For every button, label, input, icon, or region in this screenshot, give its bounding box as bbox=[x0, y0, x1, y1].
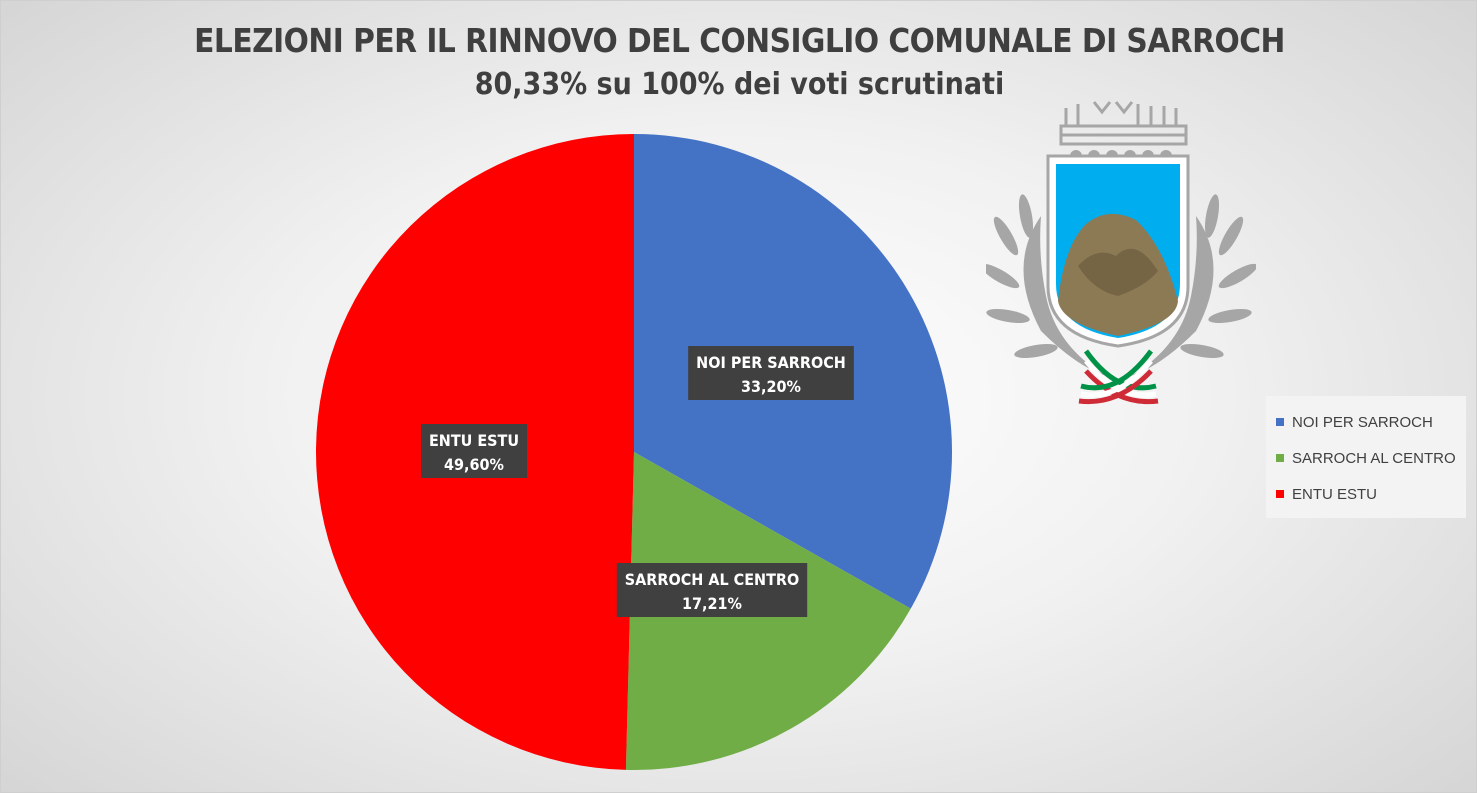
legend-label: ENTU ESTU bbox=[1292, 485, 1378, 503]
legend: NOI PER SARROCH SARROCH AL CENTRO ENTU E… bbox=[1266, 396, 1466, 518]
data-label-name: ENTU ESTU bbox=[429, 431, 519, 450]
legend-swatch bbox=[1276, 418, 1284, 426]
legend-swatch bbox=[1276, 454, 1284, 462]
legend-swatch bbox=[1276, 490, 1284, 498]
legend-item-sarroch-al-centro: SARROCH AL CENTRO bbox=[1276, 440, 1466, 476]
data-label-value: 17,21% bbox=[682, 594, 742, 613]
chart-subtitle: 80,33% su 100% dei voti scrutinati bbox=[474, 67, 1005, 102]
legend-item-entu-estu: ENTU ESTU bbox=[1276, 476, 1466, 512]
data-label-sarroch-al-centro: SARROCH AL CENTRO 17,21% bbox=[616, 563, 808, 617]
data-label-name: NOI PER SARROCH bbox=[696, 353, 846, 372]
data-label-noi-per-sarroch: NOI PER SARROCH 33,20% bbox=[688, 346, 854, 400]
legend-item-noi-per-sarroch: NOI PER SARROCH bbox=[1276, 404, 1466, 440]
chart-title: ELEZIONI PER IL RINNOVO DEL CONSIGLIO CO… bbox=[194, 21, 1285, 60]
legend-label: SARROCH AL CENTRO bbox=[1292, 449, 1456, 467]
data-label-value: 49,60% bbox=[444, 455, 504, 474]
coat-of-arms-logo bbox=[986, 101, 1256, 405]
data-label-entu-estu: ENTU ESTU 49,60% bbox=[420, 424, 528, 478]
data-label-name: SARROCH AL CENTRO bbox=[625, 570, 799, 589]
legend-label: NOI PER SARROCH bbox=[1292, 413, 1433, 431]
data-label-value: 33,20% bbox=[741, 377, 801, 396]
